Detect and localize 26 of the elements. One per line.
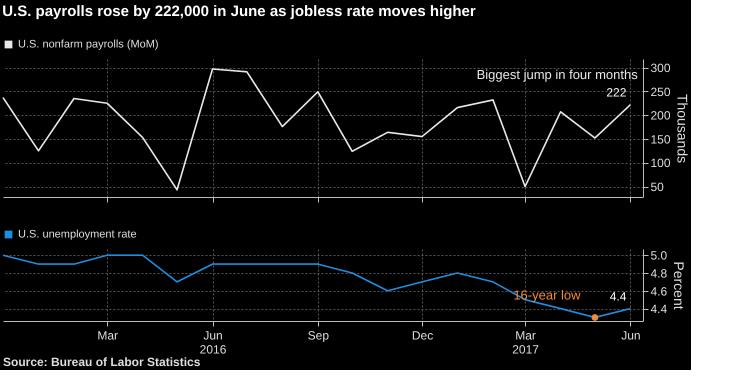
legend-label: U.S. nonfarm payrolls (MoM)	[18, 38, 159, 50]
y-tick-label: 5.0	[650, 248, 668, 263]
x-tick-label: Sep	[308, 328, 330, 342]
source-note: Source: Bureau of Labor Statistics	[3, 355, 201, 369]
y-tick-label: 4.6	[650, 284, 668, 298]
y-tick-label: 50	[650, 180, 664, 194]
x-tick-label: Mar 2017	[512, 328, 540, 356]
annotation: Biggest jump in four months	[476, 67, 638, 82]
legend-label: U.S. unemployment rate	[18, 228, 137, 240]
chart-title: U.S. payrolls rose by 222,000 in June as jobless rate moves higher	[2, 3, 476, 20]
x-tick-label: Dec	[412, 328, 434, 342]
y-tick-label: 200	[650, 108, 671, 123]
x-tick-label: Mar	[97, 328, 118, 342]
y-tick-label: 250	[650, 84, 671, 99]
y-tick-label: 150	[650, 132, 671, 146]
data-label: 4.4	[610, 290, 627, 304]
x-tick-label: Jun 2016	[200, 328, 227, 356]
y-tick-label: 4.8	[650, 266, 668, 280]
data-label: 222	[606, 86, 627, 100]
annotation: 16-year low	[513, 287, 582, 302]
x-tick-label: Jun	[621, 328, 641, 342]
y-axis-title: Percent	[671, 261, 688, 310]
y-tick-label: 100	[650, 156, 671, 170]
y-tick-label: 4.4	[650, 302, 668, 316]
y-axis-title: Thousands	[674, 94, 691, 164]
y-tick-label: 300	[650, 61, 671, 76]
